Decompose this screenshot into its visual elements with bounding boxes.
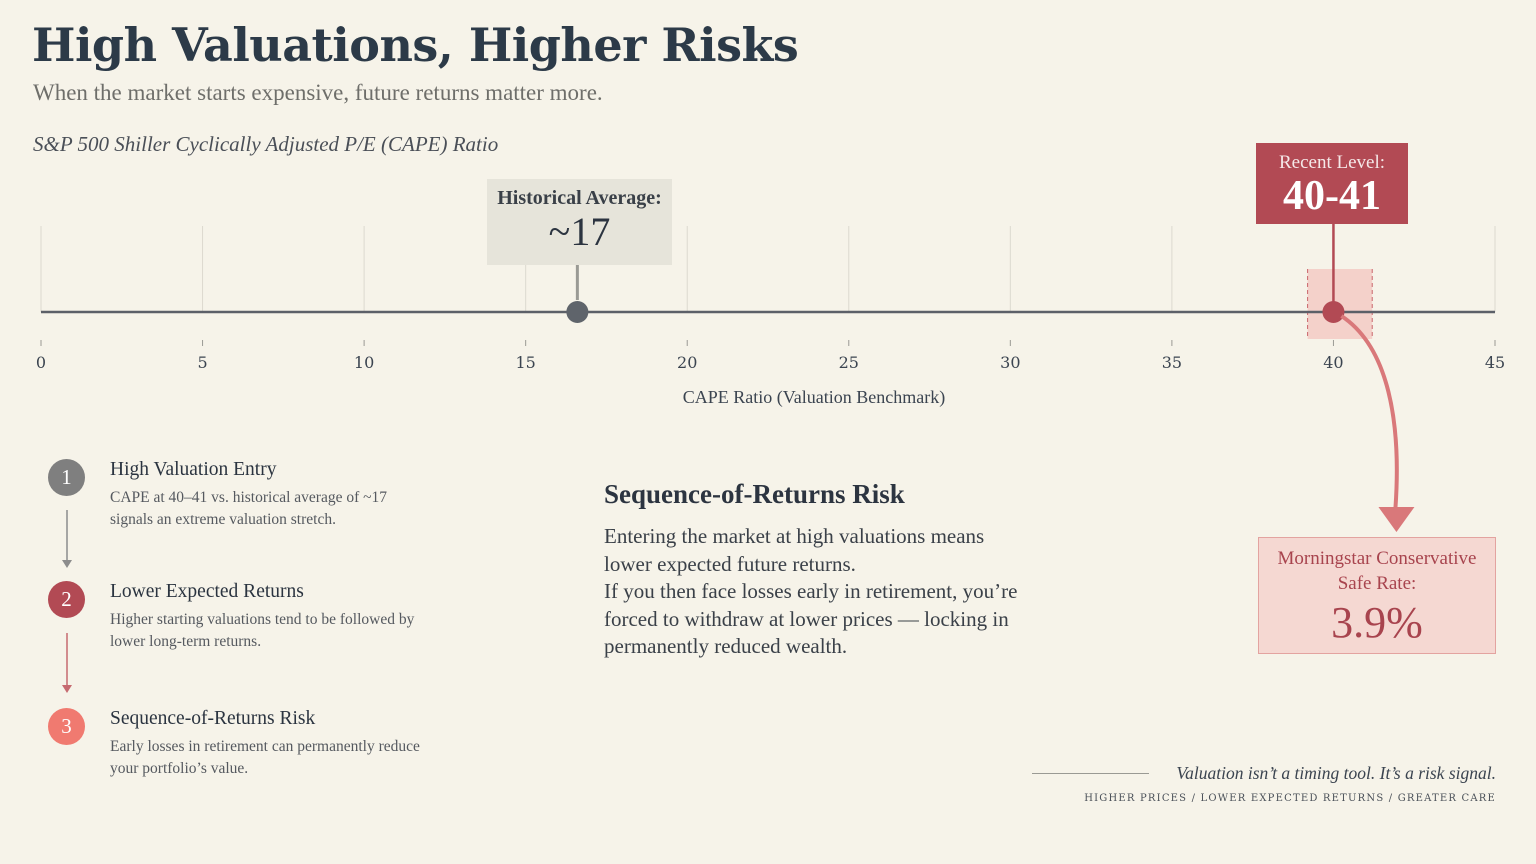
sequence-risk-text-2: If you then face losses early in retirem…: [604, 579, 1018, 658]
page-title: High Valuations, Higher Risks: [32, 18, 799, 72]
safe-rate-label: Morningstar Conservative Safe Rate:: [1277, 548, 1477, 594]
step-3-number: 3: [48, 708, 85, 745]
safe-rate-arrow: [1340, 314, 1399, 509]
tick-label-35: 35: [1162, 353, 1182, 372]
tick-label-40: 40: [1323, 353, 1343, 372]
step-1-title: High Valuation Entry: [110, 459, 277, 480]
tick-marks: [40, 340, 1496, 346]
step-2-number: 2: [48, 581, 85, 618]
tick-label-25: 25: [839, 353, 859, 372]
footer-tags: HIGHER PRICES / LOWER EXPECTED RETURNS /…: [1084, 793, 1496, 804]
chart-title: S&P 500 Shiller Cyclically Adjusted P/E …: [33, 132, 499, 156]
sequence-risk-body: Entering the market at high valuations m…: [604, 523, 1034, 661]
tick-label-20: 20: [677, 353, 697, 372]
tick-label-0: 0: [36, 353, 46, 372]
step-2-description: Higher starting valuations tend to be fo…: [110, 611, 415, 650]
historical-average-callout: Historical Average: ~17: [487, 179, 672, 265]
tick-label-45: 45: [1485, 353, 1505, 372]
safe-rate-arrow-head: [1378, 507, 1415, 532]
safe-rate-callout: Morningstar Conservative Safe Rate: 3.9%: [1258, 537, 1496, 654]
step-1-number: 1: [48, 459, 85, 496]
historical-average-label: Historical Average:: [497, 187, 662, 209]
tick-label-5: 5: [197, 353, 207, 372]
step-2-title: Lower Expected Returns: [110, 581, 304, 602]
x-axis-title: CAPE Ratio (Valuation Benchmark): [683, 387, 945, 408]
data-markers: [566, 224, 1345, 323]
step-1-description: CAPE at 40–41 vs. historical average of …: [110, 489, 387, 528]
sequence-risk-text-1: Entering the market at high valuations m…: [604, 524, 985, 576]
historical-average-value: ~17: [548, 209, 611, 254]
step-connector-1-2: [62, 510, 72, 568]
step-3-title: Sequence-of-Returns Risk: [110, 708, 316, 729]
recent-level-callout: Recent Level: 40-41: [1256, 143, 1408, 224]
step-connector-2-3: [62, 633, 72, 693]
recent-level-point: [1322, 301, 1345, 323]
tick-labels: 0 5 10 15 20 25 30 35 40 45: [36, 353, 1505, 372]
tick-label-30: 30: [1000, 353, 1020, 372]
step-3-description: Early losses in retirement can permanent…: [110, 738, 420, 777]
tick-label-15: 15: [515, 353, 535, 372]
safe-rate-value: 3.9%: [1331, 598, 1423, 647]
footer-quote: Valuation isn’t a timing tool. It’s a ri…: [1176, 763, 1496, 783]
recent-level-value: 40-41: [1283, 173, 1381, 219]
footer-divider: [1032, 773, 1149, 774]
tick-label-10: 10: [354, 353, 374, 372]
recent-level-label: Recent Level:: [1278, 152, 1386, 173]
page-subtitle: When the market starts expensive, future…: [33, 80, 603, 105]
historical-average-point: [566, 301, 589, 323]
sequence-risk-title: Sequence-of-Returns Risk: [604, 479, 905, 509]
gridlines: [40, 226, 1496, 312]
